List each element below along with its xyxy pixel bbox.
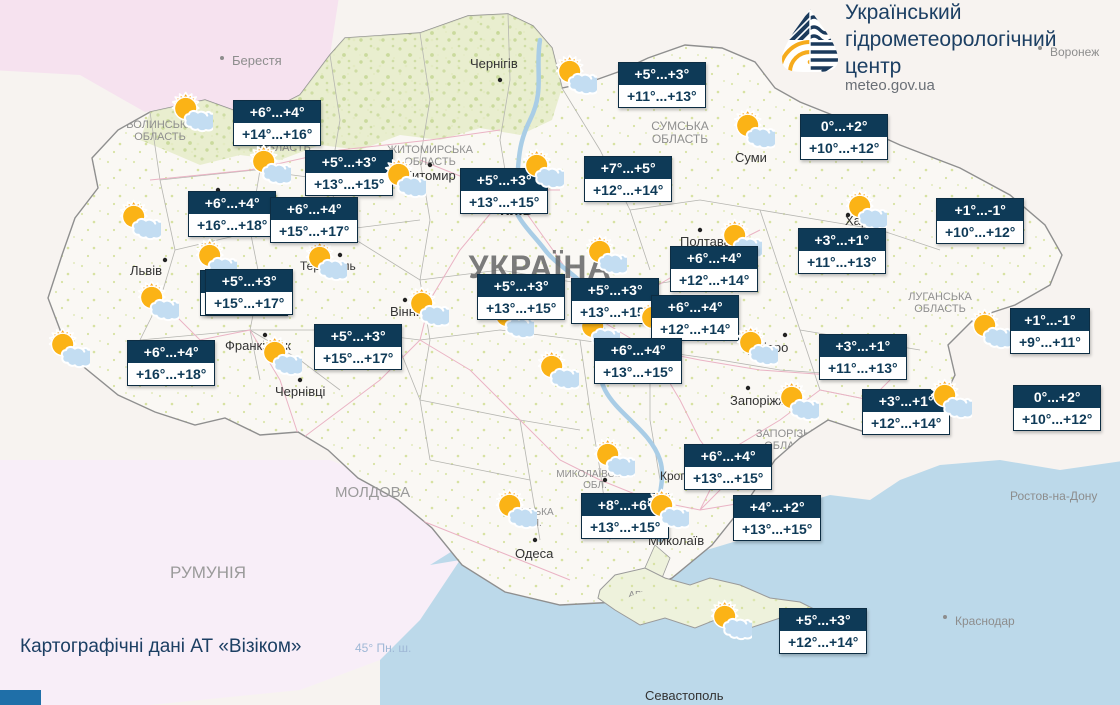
svg-text:Чернівці: Чернівці (275, 384, 326, 399)
svg-text:РУМУНІЯ: РУМУНІЯ (170, 563, 246, 582)
svg-text:Український: Український (845, 1, 961, 24)
svg-text:Краснодар: Краснодар (955, 614, 1015, 628)
svg-text:гідрометеорологічний: гідрометеорологічний (845, 28, 1057, 51)
svg-text:meteo.gov.ua: meteo.gov.ua (845, 77, 935, 94)
svg-text:Берестя: Берестя (232, 53, 282, 68)
svg-text:МОЛДОВА: МОЛДОВА (335, 484, 410, 501)
svg-text:центр: центр (845, 55, 901, 78)
svg-text:Картографічні дані АТ «Візіком: Картографічні дані АТ «Візіком» (20, 636, 301, 657)
svg-text:Воронеж: Воронеж (1050, 45, 1099, 59)
svg-text:ОБЛАСТЬ: ОБЛАСТЬ (652, 132, 708, 146)
svg-text:45° Пн. ш.: 45° Пн. ш. (355, 641, 411, 655)
svg-text:Львів: Львів (130, 263, 162, 278)
svg-text:Севастополь: Севастополь (645, 688, 724, 703)
svg-text:СУМСЬКА: СУМСЬКА (651, 119, 708, 133)
svg-text:Суми: Суми (735, 150, 767, 165)
svg-text:ОБЛАСТЬ: ОБЛАСТЬ (914, 303, 966, 315)
svg-text:ОБЛ.: ОБЛ. (583, 480, 607, 491)
svg-text:Чернігів: Чернігів (470, 56, 518, 71)
svg-text:Одеса: Одеса (515, 546, 554, 561)
svg-text:ЛУГАНСЬКА: ЛУГАНСЬКА (908, 291, 972, 303)
svg-text:Ростов-на-Дону: Ростов-на-Дону (1010, 489, 1097, 503)
